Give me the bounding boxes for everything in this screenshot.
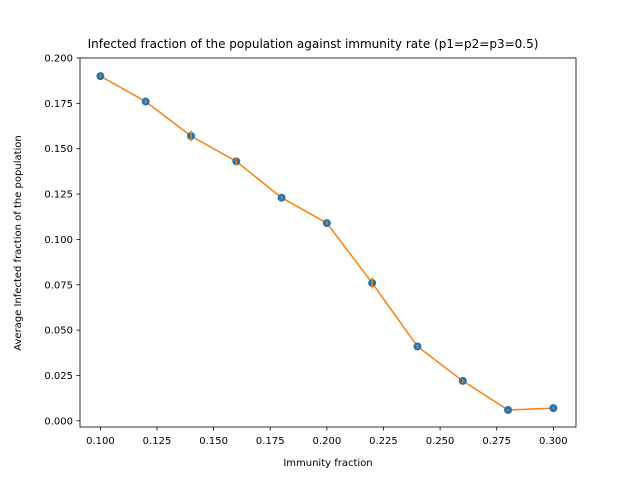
- x-tick-label: 0.275: [482, 436, 511, 447]
- y-tick-label: 0.125: [44, 190, 73, 201]
- chart-title: Infected fraction of the population agai…: [88, 37, 539, 51]
- y-tick-label: 0.175: [44, 99, 73, 110]
- x-tick-label: 0.250: [426, 436, 455, 447]
- y-tick-label: 0.200: [44, 54, 73, 65]
- plot-area: [96, 72, 558, 414]
- x-axis-label: Immunity fraction: [283, 458, 372, 469]
- y-axis-ticks: 0.000 0.025 0.050 0.075 0.100 0.125 0.150 0.175…: [44, 54, 80, 427]
- x-tick-label: 0.150: [199, 436, 228, 447]
- x-tick-label: 0.125: [143, 436, 172, 447]
- x-tick-label: 0.175: [256, 436, 285, 447]
- x-axis-ticks: 0.100 0.125 0.150 0.175 0.200 0.225 0.250 0.275…: [86, 427, 568, 447]
- y-tick-label: 0.000: [44, 416, 73, 427]
- x-tick-label: 0.300: [539, 436, 568, 447]
- y-tick-label: 0.050: [44, 326, 73, 337]
- axes-frame: [79, 57, 577, 428]
- x-tick-label: 0.200: [313, 436, 342, 447]
- x-tick-label: 0.225: [369, 436, 398, 447]
- x-tick-label: 0.100: [86, 436, 115, 447]
- y-axis-label: Average Infected fraction of the populat…: [13, 135, 24, 351]
- y-tick-label: 0.150: [44, 144, 73, 155]
- y-tick-label: 0.100: [44, 235, 73, 246]
- y-tick-label: 0.025: [44, 371, 73, 382]
- y-tick-label: 0.075: [44, 280, 73, 291]
